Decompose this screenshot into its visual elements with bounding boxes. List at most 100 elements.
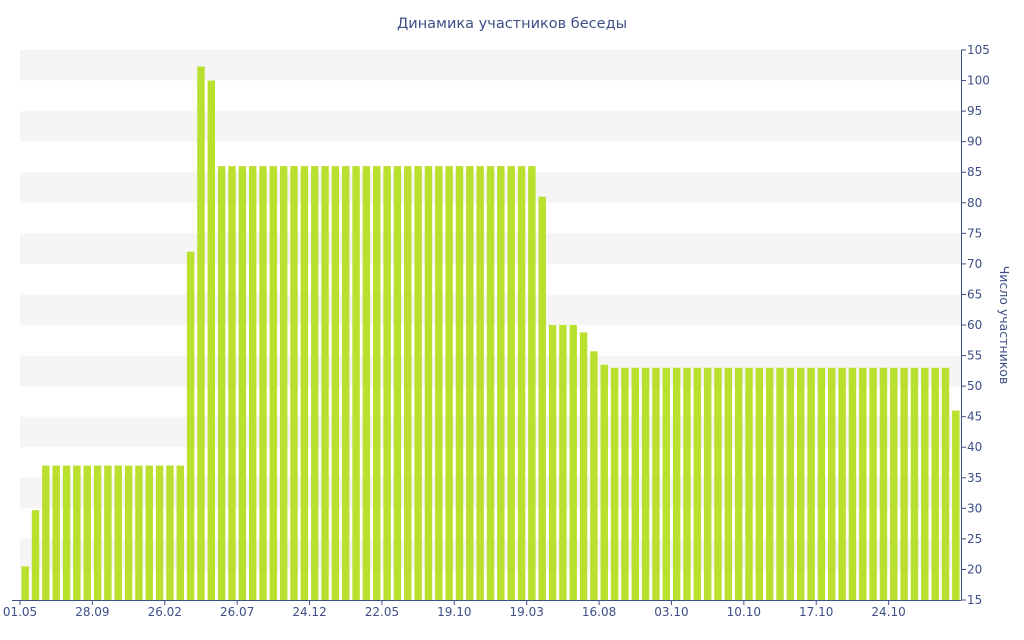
bar bbox=[931, 367, 939, 600]
bar bbox=[776, 367, 784, 600]
bar bbox=[631, 367, 639, 600]
bar bbox=[259, 166, 267, 601]
bar bbox=[145, 465, 153, 600]
x-tick-label: 24.10 bbox=[871, 605, 905, 619]
bar bbox=[435, 166, 443, 601]
bar bbox=[62, 465, 71, 600]
y-tick-label: 45 bbox=[967, 410, 982, 424]
bar bbox=[672, 367, 681, 600]
bar bbox=[641, 367, 650, 600]
bar bbox=[807, 367, 815, 600]
bar bbox=[652, 367, 660, 600]
x-tick-label: 10.10 bbox=[727, 605, 761, 619]
y-tick-label: 95 bbox=[967, 104, 982, 118]
y-tick-label: 35 bbox=[967, 471, 982, 485]
bar bbox=[745, 367, 753, 600]
bar bbox=[817, 367, 826, 600]
y-tick-label: 15 bbox=[967, 593, 982, 607]
bar bbox=[176, 465, 185, 600]
y-tick-label: 55 bbox=[967, 349, 982, 363]
x-tick-label: 28.09 bbox=[75, 605, 109, 619]
bar bbox=[93, 465, 102, 600]
bar bbox=[155, 465, 164, 600]
bar bbox=[197, 66, 205, 600]
bar bbox=[228, 166, 236, 601]
bar bbox=[590, 351, 598, 600]
y-axis-title: Число участников bbox=[997, 266, 1012, 385]
bar bbox=[900, 367, 908, 600]
y-tick-label: 20 bbox=[967, 562, 982, 576]
bar bbox=[497, 166, 505, 601]
bar bbox=[424, 166, 433, 601]
bar bbox=[373, 166, 381, 601]
bar bbox=[383, 166, 391, 601]
x-tick-label: 03.10 bbox=[654, 605, 688, 619]
x-tick-label: 24.12 bbox=[292, 605, 326, 619]
bar bbox=[393, 166, 402, 601]
bar bbox=[42, 465, 50, 600]
bar bbox=[21, 566, 29, 600]
bar bbox=[269, 166, 278, 601]
bar bbox=[476, 166, 484, 601]
bar bbox=[755, 367, 764, 600]
bar bbox=[104, 465, 112, 600]
y-tick-label: 85 bbox=[967, 165, 982, 179]
y-tick-label: 65 bbox=[967, 287, 982, 301]
bar bbox=[352, 166, 360, 601]
bar bbox=[910, 367, 919, 600]
bar bbox=[331, 166, 340, 601]
bar bbox=[135, 465, 143, 600]
chart-title: Динамика участников беседы bbox=[397, 16, 627, 32]
bar bbox=[724, 367, 733, 600]
bar bbox=[797, 367, 805, 600]
bar bbox=[342, 166, 350, 601]
y-tick-label: 40 bbox=[967, 440, 982, 454]
bar bbox=[848, 367, 857, 600]
bar bbox=[683, 367, 691, 600]
y-tick-label: 75 bbox=[967, 226, 982, 240]
bar bbox=[52, 465, 60, 600]
bar bbox=[517, 166, 526, 601]
bar bbox=[166, 465, 174, 600]
bar bbox=[486, 166, 495, 601]
x-tick-label: 19.10 bbox=[437, 605, 471, 619]
y-tick-label: 80 bbox=[967, 196, 982, 210]
bar bbox=[828, 367, 836, 600]
bar bbox=[310, 166, 319, 601]
bar bbox=[952, 410, 960, 600]
y-tick-label: 100 bbox=[967, 74, 990, 88]
x-tick-label: 17.10 bbox=[799, 605, 833, 619]
bar bbox=[528, 166, 536, 601]
bar bbox=[445, 166, 453, 601]
bar bbox=[569, 325, 577, 600]
x-axis-ticks: 01.05 28.09 26.02 26.07 24.12 22.05 19.10 19.03… bbox=[3, 600, 906, 619]
bar bbox=[31, 510, 40, 600]
bar bbox=[600, 364, 608, 600]
bar bbox=[114, 465, 122, 600]
bar bbox=[859, 367, 867, 600]
bar bbox=[838, 367, 846, 600]
bar bbox=[559, 325, 567, 600]
bar bbox=[362, 166, 371, 601]
grid-band bbox=[20, 111, 961, 142]
bar bbox=[714, 367, 722, 600]
bar bbox=[765, 367, 774, 600]
bar bbox=[786, 367, 795, 600]
x-tick-label: 19.03 bbox=[510, 605, 544, 619]
grid-band bbox=[20, 50, 961, 81]
bar bbox=[321, 166, 329, 601]
bar bbox=[290, 166, 298, 601]
y-axis-ticks: 15 20 25 30 35 40 45 50 55 60 65 70 75 80 85 90 95 100 105 bbox=[961, 43, 990, 607]
x-tick-label: 22.05 bbox=[365, 605, 399, 619]
y-tick-label: 30 bbox=[967, 501, 982, 515]
y-tick-label: 105 bbox=[967, 43, 990, 57]
bar bbox=[404, 166, 412, 601]
x-tick-label: 26.07 bbox=[220, 605, 254, 619]
bar bbox=[662, 367, 671, 600]
y-tick-label: 25 bbox=[967, 532, 982, 546]
bar bbox=[248, 166, 257, 601]
bar bbox=[73, 465, 81, 600]
bar bbox=[300, 166, 309, 601]
y-tick-label: 60 bbox=[967, 318, 982, 332]
